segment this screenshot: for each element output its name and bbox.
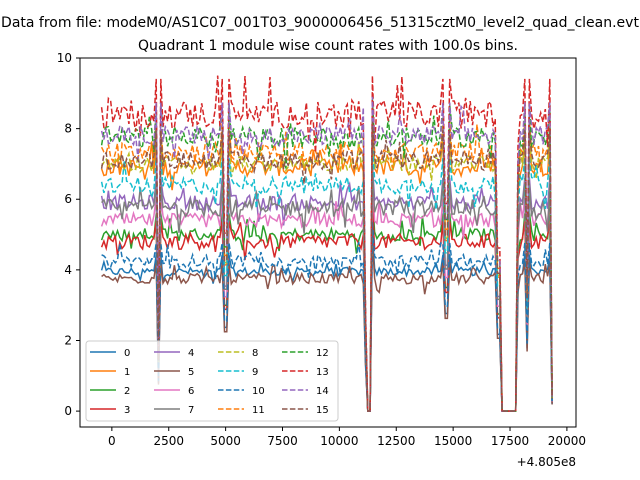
legend-label-4: 4 bbox=[188, 348, 194, 359]
series-group bbox=[100, 75, 553, 412]
legend-label-5: 5 bbox=[188, 367, 194, 378]
x-tick-label: 15000 bbox=[434, 434, 472, 448]
legend-label-6: 6 bbox=[188, 386, 194, 397]
series-line-15 bbox=[100, 121, 553, 412]
plot-frame bbox=[79, 57, 577, 428]
x-tick-label: 17500 bbox=[491, 434, 529, 448]
legend-label-11: 11 bbox=[252, 405, 265, 416]
x-tick-label: 5000 bbox=[210, 434, 241, 448]
y-tick-label: 10 bbox=[57, 51, 72, 65]
series-line-11 bbox=[100, 112, 553, 412]
series-line-12 bbox=[100, 98, 553, 412]
legend-label-10: 10 bbox=[252, 386, 265, 397]
y-tick-label: 0 bbox=[64, 404, 72, 418]
legend-label-3: 3 bbox=[124, 405, 130, 416]
x-tick-label: 10000 bbox=[320, 434, 358, 448]
x-axis-offset-label: +4.805e8 bbox=[517, 455, 576, 469]
series-line-1 bbox=[100, 128, 553, 412]
legend-label-8: 8 bbox=[252, 348, 258, 359]
legend-label-13: 13 bbox=[316, 367, 329, 378]
legend-label-1: 1 bbox=[124, 367, 130, 378]
x-tick-label: 20000 bbox=[548, 434, 586, 448]
x-tick-label: 2500 bbox=[153, 434, 184, 448]
legend-label-7: 7 bbox=[188, 405, 194, 416]
legend-label-0: 0 bbox=[124, 348, 130, 359]
series-line-7 bbox=[101, 169, 553, 412]
x-tick-label: 12500 bbox=[377, 434, 415, 448]
legend-label-2: 2 bbox=[124, 386, 130, 397]
x-tick-label: 0 bbox=[108, 434, 116, 448]
y-tick-label: 4 bbox=[64, 263, 72, 277]
series-line-2 bbox=[100, 195, 553, 412]
series-line-8 bbox=[100, 125, 553, 412]
y-tick-label: 8 bbox=[64, 122, 72, 136]
x-tick-label: 7500 bbox=[267, 434, 298, 448]
x-axis: 0 2500 5000 7500 10000 12500 15000 17500 20000 bbox=[108, 427, 586, 448]
y-tick-label: 6 bbox=[64, 192, 72, 206]
legend-label-14: 14 bbox=[316, 386, 329, 397]
legend-label-9: 9 bbox=[252, 367, 258, 378]
series-line-13 bbox=[100, 75, 553, 412]
figure-suptitle: Data from file: modeM0/AS1C07_001T03_900… bbox=[1, 15, 639, 31]
series-line-10 bbox=[101, 222, 553, 412]
series-line-14 bbox=[100, 96, 553, 412]
legend-label-12: 12 bbox=[316, 348, 329, 359]
series-line-9 bbox=[100, 146, 553, 412]
y-tick-label: 2 bbox=[64, 333, 72, 347]
series-line-6 bbox=[100, 181, 553, 412]
y-axis: 0 2 4 6 8 10 bbox=[57, 51, 80, 418]
chart-title: Quadrant 1 module wise count rates with … bbox=[138, 38, 518, 54]
legend-box bbox=[85, 340, 339, 422]
legend-label-15: 15 bbox=[316, 405, 329, 416]
series-line-3 bbox=[100, 202, 553, 412]
series-line-5 bbox=[101, 239, 553, 412]
